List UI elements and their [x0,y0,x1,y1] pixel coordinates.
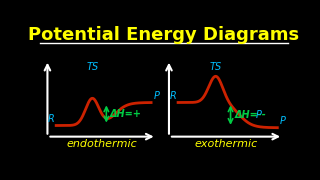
Text: ΔH=+: ΔH=+ [110,109,142,119]
Text: R: R [48,114,55,124]
Text: exothermic: exothermic [194,139,258,149]
Text: P: P [280,116,286,126]
Text: TS: TS [210,62,222,72]
Text: R: R [170,91,177,101]
Text: Potential Energy Diagrams: Potential Energy Diagrams [28,26,300,44]
Text: TS: TS [86,62,98,72]
Text: P: P [255,110,261,120]
Text: P: P [154,91,159,101]
Text: ΔH=--: ΔH=-- [234,110,266,120]
Text: endothermic: endothermic [67,139,137,149]
